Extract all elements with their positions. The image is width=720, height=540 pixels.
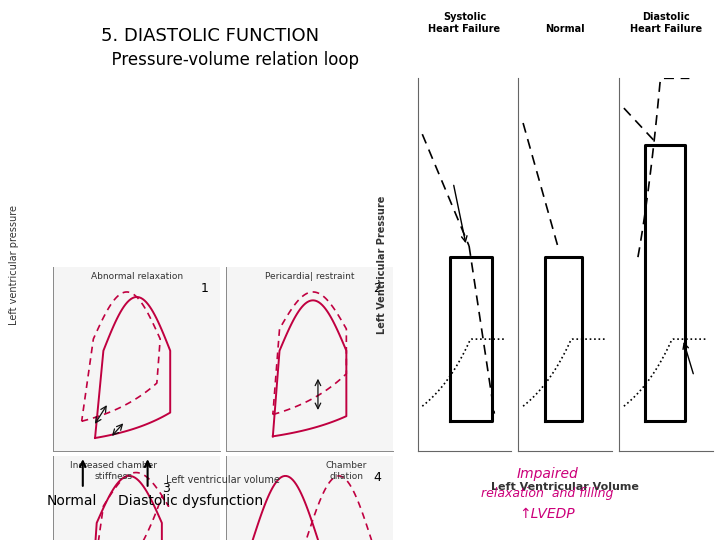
- Text: Impaired: Impaired: [516, 467, 578, 481]
- Text: Left ventricular pressure: Left ventricular pressure: [9, 205, 19, 325]
- Text: relaxation  and filling: relaxation and filling: [481, 487, 613, 500]
- Text: ↑LVEDP: ↑LVEDP: [519, 507, 575, 521]
- Text: Pericardia| restraint: Pericardia| restraint: [265, 272, 354, 281]
- Text: Abnormal relaxation: Abnormal relaxation: [91, 272, 183, 281]
- Text: Increased chamber
stiffness: Increased chamber stiffness: [70, 461, 157, 481]
- Text: Systolic
Heart Failure: Systolic Heart Failure: [428, 12, 500, 33]
- Text: 3: 3: [162, 482, 170, 495]
- Text: 1: 1: [201, 281, 209, 294]
- Text: Pressure-volume relation loop: Pressure-volume relation loop: [101, 51, 359, 69]
- Text: Diastolic dysfunction: Diastolic dysfunction: [118, 494, 264, 508]
- Text: 5. DIASTOLIC FUNCTION: 5. DIASTOLIC FUNCTION: [101, 27, 319, 45]
- Text: Normal: Normal: [47, 494, 97, 508]
- Text: 4: 4: [374, 470, 382, 483]
- Text: Left ventricular volume: Left ventricular volume: [166, 475, 280, 485]
- Text: Normal: Normal: [545, 24, 585, 33]
- Text: Left Ventricular Pressure: Left Ventricular Pressure: [377, 195, 387, 334]
- Text: Left Ventricular Volume: Left Ventricular Volume: [491, 482, 639, 492]
- Text: 2: 2: [374, 281, 382, 294]
- Text: Diastolic
Heart Failure: Diastolic Heart Failure: [630, 12, 702, 33]
- Text: Chamber
dilation: Chamber dilation: [325, 461, 367, 481]
